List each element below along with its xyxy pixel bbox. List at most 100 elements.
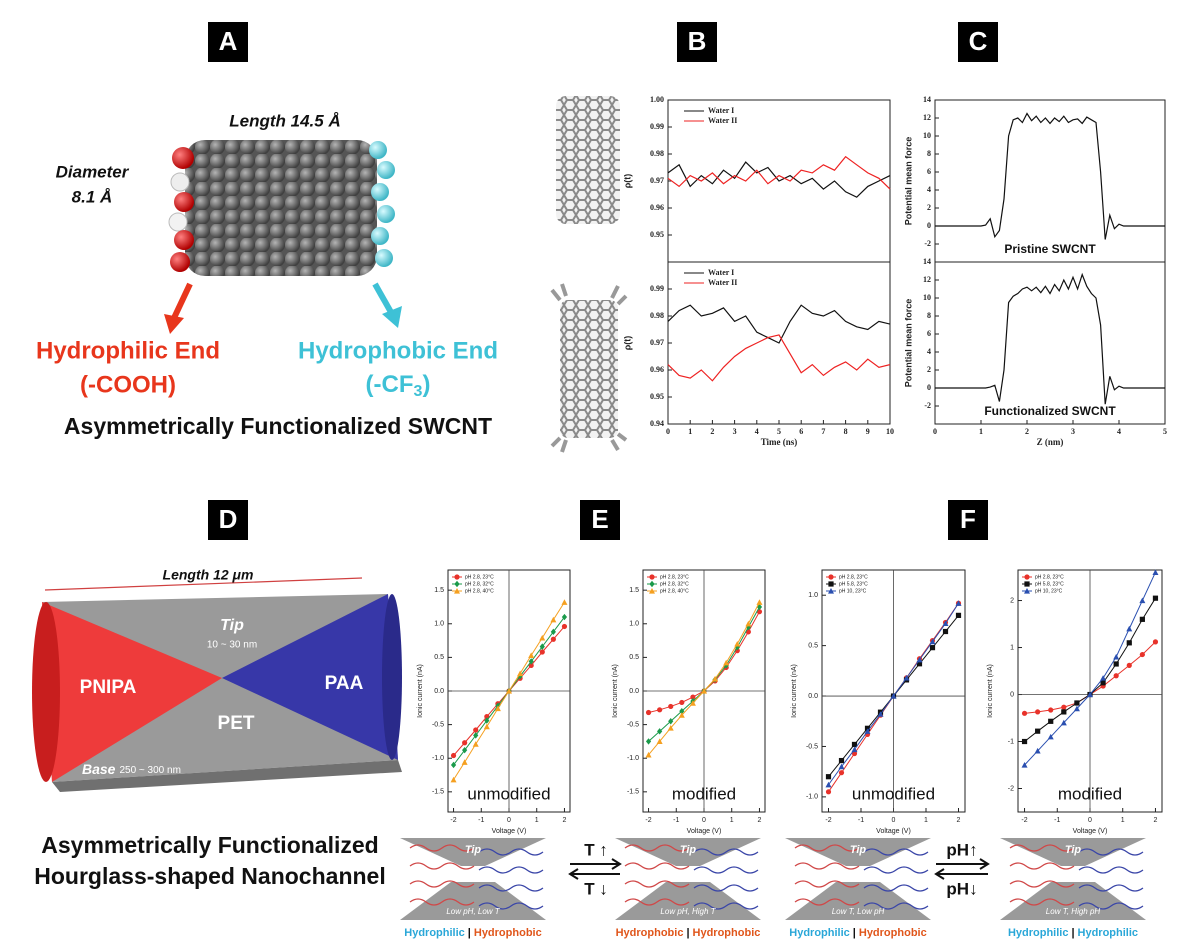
panel-letter: B xyxy=(688,26,707,56)
data-point xyxy=(1024,581,1029,586)
data-point xyxy=(1114,673,1119,678)
annotation: modified xyxy=(672,784,736,803)
switch-up: pH↑ xyxy=(946,840,977,859)
y-tick-label: 2 xyxy=(1010,597,1014,604)
y-tick-label: 12 xyxy=(923,113,931,122)
y-tick-label: 0.97 xyxy=(650,338,664,347)
base-size: 250 ~ 300 nm xyxy=(119,765,180,776)
x-tick-label: 5 xyxy=(777,427,781,436)
caption-word: Hydrophilic xyxy=(1008,927,1069,939)
y-tick-label: 0.0 xyxy=(434,688,444,695)
x-tick-label: 0 xyxy=(1088,817,1092,824)
x-tick-label: 2 xyxy=(957,817,961,824)
pnipa-label: PNIPA xyxy=(80,677,137,698)
panel-letter: E xyxy=(591,504,608,534)
length-label: Length 14.5 Å xyxy=(229,111,340,130)
condition-label: Low pH, Low T xyxy=(446,907,500,916)
legend-label: Water I xyxy=(708,106,734,115)
y-tick-label: 6 xyxy=(927,167,931,176)
y-tick-label: 0.94 xyxy=(650,419,664,428)
y-tick-label: 1.0 xyxy=(808,592,818,599)
atom xyxy=(375,249,393,267)
legend-label: Water II xyxy=(708,116,737,125)
legend-label: Water I xyxy=(708,268,734,277)
condition-label: Low T, Low pH xyxy=(832,907,885,916)
switch-down: T ↓ xyxy=(584,879,608,898)
caption: Asymmetrically Functionalized xyxy=(41,832,378,858)
caption-word: Hydrophilic xyxy=(404,927,465,939)
legend-label: pH 2.8, 32°C xyxy=(465,581,494,587)
tip-label: Tip xyxy=(220,617,244,634)
y-tick-label: 8 xyxy=(927,311,931,320)
y-tick-label: 2 xyxy=(927,365,931,374)
nanotube-pristine xyxy=(556,96,620,224)
y-tick-label: 0.99 xyxy=(650,122,664,131)
y-tick-label: 1.5 xyxy=(434,587,444,594)
paa-end xyxy=(382,594,402,760)
x-tick-label: 7 xyxy=(821,427,825,436)
y-tick-label: -0.5 xyxy=(432,721,444,728)
legend-label: Water II xyxy=(708,278,737,287)
pnipa-end xyxy=(32,602,60,782)
switch-up: T ↑ xyxy=(584,840,608,859)
annotation: Functionalized SWCNT xyxy=(984,404,1116,418)
formula: (-CF xyxy=(366,371,414,398)
data-point xyxy=(1024,574,1029,579)
panel-letter: C xyxy=(969,26,988,56)
y-tick-label: 0 xyxy=(1010,691,1014,698)
y-tick-label: 1.00 xyxy=(650,95,664,104)
x-tick-label: 2 xyxy=(563,817,567,824)
atom xyxy=(371,227,389,245)
tip-label: Tip xyxy=(1065,844,1082,856)
x-axis-label: Z (nm) xyxy=(1037,437,1064,447)
data-point xyxy=(462,740,467,745)
data-point xyxy=(828,581,833,586)
y-tick-label: 14 xyxy=(923,257,931,266)
data-point xyxy=(956,613,961,618)
legend-label: pH 2.8, 32°C xyxy=(660,581,689,587)
atom xyxy=(377,161,395,179)
data-point xyxy=(679,700,684,705)
x-tick-label: -2 xyxy=(645,817,651,824)
y-tick-label: 0.0 xyxy=(629,688,639,695)
x-axis-label: Voltage (V) xyxy=(492,828,527,835)
x-tick-label: -2 xyxy=(450,817,456,824)
data-point xyxy=(1035,709,1040,714)
y-tick-label: -1 xyxy=(1008,738,1014,745)
data-point xyxy=(649,574,654,579)
atom xyxy=(174,230,194,250)
diameter-value: 8.1 Å xyxy=(72,187,113,206)
atom xyxy=(172,147,194,169)
x-tick-label: -1 xyxy=(673,817,679,824)
panel-d: Length 12 μm Tip 10 ~ 30 nm PNIPA PET PA… xyxy=(32,567,402,889)
data-point xyxy=(668,704,673,709)
x-tick-label: 3 xyxy=(733,427,737,436)
caption-word: | xyxy=(468,927,471,939)
annotation: unmodified xyxy=(467,784,550,803)
y-tick-label: -1.5 xyxy=(627,789,639,796)
y-tick-label: 0.96 xyxy=(650,203,664,212)
x-tick-label: 6 xyxy=(799,427,803,436)
x-tick-label: 2 xyxy=(758,817,762,824)
data-point xyxy=(454,574,459,579)
data-point xyxy=(1153,596,1158,601)
y-tick-label: 0 xyxy=(927,221,931,230)
y-tick-label: 1 xyxy=(1010,644,1014,651)
hydrophilic-end: Hydrophilic End xyxy=(36,337,220,364)
nanotube xyxy=(560,300,618,438)
y-tick-label: 4 xyxy=(927,185,931,194)
state-caption: Hydrophobic|Hydrophobic xyxy=(616,927,761,939)
x-tick-label: 8 xyxy=(844,427,848,436)
nanotube-body xyxy=(185,140,377,276)
x-tick-label: -2 xyxy=(1021,817,1027,824)
formula: ) xyxy=(422,371,430,398)
x-axis-label: Voltage (V) xyxy=(1073,828,1108,835)
y-tick-label: 12 xyxy=(923,275,931,284)
hydrophobic-end: Hydrophobic End xyxy=(298,337,498,364)
y-tick-label: -2 xyxy=(924,239,931,248)
data-point xyxy=(646,710,651,715)
legend-label: pH 2.8, 40°C xyxy=(660,588,689,594)
x-tick-label: 2 xyxy=(1025,427,1029,436)
y-tick-label: 0.99 xyxy=(650,284,664,293)
data-point xyxy=(1140,617,1145,622)
